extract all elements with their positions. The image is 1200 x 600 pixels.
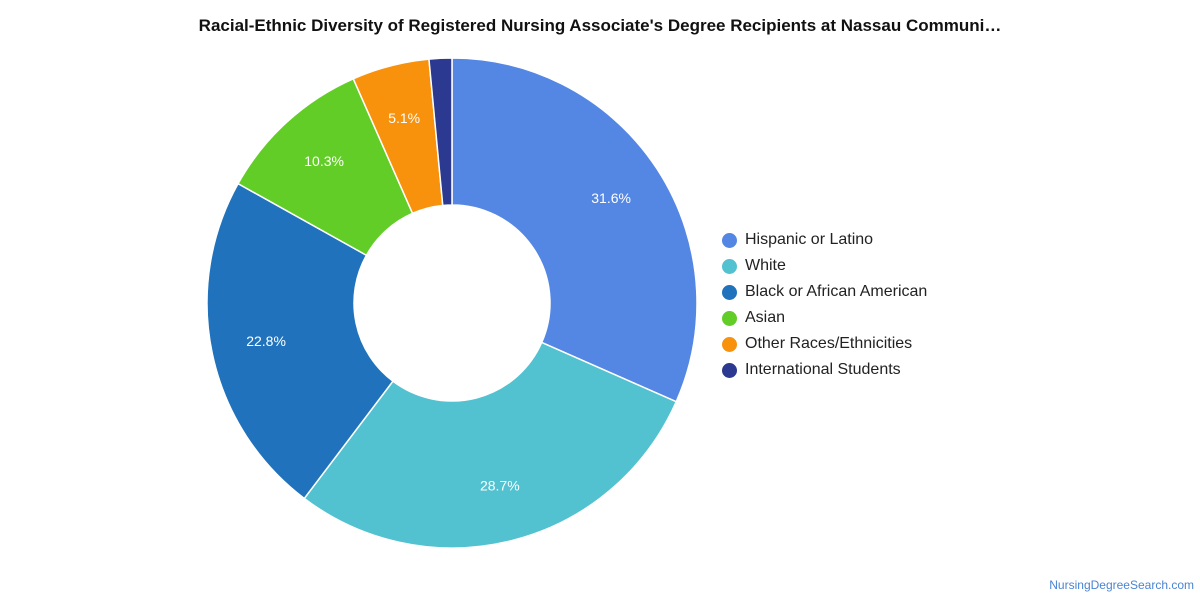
slice-black-or-african-american[interactable] (206, 182, 394, 500)
legend-item-hispanic-or-latino[interactable]: Hispanic or Latino (720, 227, 927, 253)
chart-title: Racial-Ethnic Diversity of Registered Nu… (198, 16, 1002, 35)
slice-hispanic-or-latino[interactable] (451, 57, 698, 403)
legend-swatch (722, 284, 737, 300)
legend-item-white[interactable]: White (720, 253, 927, 279)
slice-label-hispanic-or-latino: 31.6% (591, 190, 631, 206)
slice-white[interactable] (303, 341, 678, 549)
legend-label: Other Races/Ethnicities (745, 335, 913, 352)
legend-swatch (722, 258, 737, 274)
legend-label: International Students (745, 361, 901, 378)
legend-swatch (722, 362, 737, 378)
legend-item-international-students[interactable]: International Students (720, 357, 927, 383)
legend-label: White (745, 257, 786, 274)
legend-item-asian[interactable]: Asian (720, 305, 927, 331)
slice-international-students[interactable] (428, 57, 453, 207)
slice-asian[interactable] (237, 77, 414, 257)
slice-label-black-or-african-american: 22.8% (246, 333, 286, 349)
slice-label-white: 28.7% (480, 478, 520, 494)
legend-label: Asian (745, 309, 786, 326)
legend-swatch (722, 232, 737, 248)
legend-item-black-or-african-american[interactable]: Black or African American (720, 279, 927, 305)
slice-label-other-races-ethnicities: 5.1% (388, 110, 420, 126)
source-credit[interactable]: NursingDegreeSearch.com (1049, 578, 1194, 592)
legend-swatch (722, 336, 737, 352)
legend-swatch (722, 310, 737, 326)
legend-item-other-races-ethnicities[interactable]: Other Races/Ethnicities (720, 331, 927, 357)
slice-label-asian: 10.3% (304, 153, 344, 169)
legend-label: Black or African American (745, 283, 928, 300)
chart-legend: Hispanic or Latino White Black or African … (720, 227, 927, 383)
legend-label: Hispanic or Latino (745, 231, 874, 248)
